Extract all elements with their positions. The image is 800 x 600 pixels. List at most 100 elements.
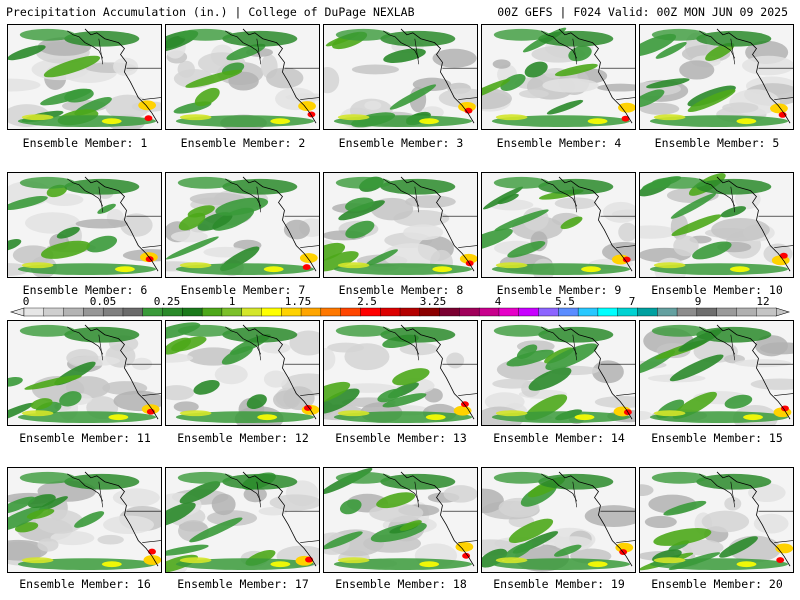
state-border (572, 38, 578, 65)
colorbar-swatch (399, 307, 421, 317)
moderate-precip-area (419, 118, 439, 125)
run-info: 00Z GEFS | F024 Valid: 00Z MON JUN 09 20… (497, 5, 788, 19)
light-precip-area (618, 222, 635, 242)
ensemble-member-label: Ensemble Member: 5 (638, 136, 796, 150)
member-prefix: Ensemble Member: (180, 283, 299, 297)
moderate-precip-area (263, 266, 284, 273)
colorbar-swatch (142, 307, 164, 317)
ensemble-member-label: Ensemble Member: 7 (164, 283, 322, 297)
alaska-coastline (67, 473, 104, 502)
moderate-precip-area (743, 414, 763, 421)
ensemble-member-panel (639, 172, 794, 278)
ensemble-member-panel (323, 320, 478, 426)
light-precip-area (584, 505, 635, 527)
heavy-precip-area (618, 102, 635, 113)
member-prefix: Ensemble Member: (335, 577, 453, 591)
rain-band (24, 375, 82, 390)
rain-band (651, 471, 708, 484)
moderate-precip-area (337, 557, 370, 564)
light-precip-area (492, 59, 511, 69)
alaska-coastline (541, 326, 578, 355)
coastline (242, 471, 317, 567)
coastline (84, 176, 159, 272)
member-prefix: Ensemble Member: (177, 577, 295, 591)
country-border (616, 97, 635, 100)
state-border (730, 481, 736, 508)
colorbar-swatch (162, 307, 183, 317)
rain-band (500, 74, 526, 91)
light-precip-area (369, 503, 424, 523)
light-precip-area (112, 488, 160, 507)
colorbar-min-arrow (10, 307, 25, 317)
coastline (84, 324, 159, 420)
ensemble-member-panel (7, 320, 162, 426)
colorbar-swatch (518, 307, 540, 317)
member-number: 3 (456, 136, 464, 150)
moderate-precip-area (419, 561, 440, 568)
rain-band (696, 30, 772, 47)
rain-band (222, 178, 298, 195)
ensemble-member-label: Ensemble Member: 9 (480, 283, 638, 297)
ensemble-member-label: Ensemble Member: 17 (164, 577, 322, 591)
rain-band (8, 402, 34, 423)
member-number: 17 (294, 577, 309, 591)
moderate-precip-area (736, 561, 757, 568)
rain-band (554, 63, 598, 77)
rain-band (724, 394, 753, 409)
moderate-precip-area (101, 118, 122, 125)
colorbar-tick-label: 3.25 (420, 296, 447, 308)
country-border (300, 540, 319, 543)
heavy-precip-core (779, 252, 788, 259)
alaska-coastline (541, 178, 578, 207)
rain-band (640, 89, 665, 108)
light-precip-area (446, 352, 465, 369)
light-precip-area (644, 515, 677, 529)
coastline (716, 176, 791, 272)
light-precip-area (724, 496, 742, 511)
state-border (256, 481, 262, 508)
colorbar-swatch (23, 307, 45, 317)
moderate-precip-area (736, 118, 757, 125)
colorbar-tick-label: 1.75 (285, 296, 312, 308)
moderate-precip-area (581, 266, 601, 273)
member-number: 4 (614, 136, 622, 150)
heavy-precip-core (462, 552, 471, 559)
colorbar-swatch (459, 307, 480, 317)
light-precip-area (542, 78, 599, 93)
ensemble-member-panel (165, 467, 320, 573)
rain-band (177, 176, 234, 189)
country-border (774, 540, 793, 543)
light-precip-area (37, 538, 59, 552)
colorbar-swatch (558, 307, 579, 317)
moderate-precip-area (574, 414, 595, 421)
state-border (572, 186, 578, 213)
heavy-precip-core (302, 264, 311, 271)
rain-band (646, 78, 690, 89)
rain-band (545, 343, 598, 371)
state-border (414, 334, 420, 361)
rain-band (335, 471, 392, 484)
coastline (558, 28, 633, 124)
colorbar-tick-label: 0.05 (90, 296, 117, 308)
colorbar-swatch (201, 307, 223, 317)
heavy-precip-area (615, 542, 634, 553)
rain-band (19, 28, 76, 41)
colorbar-tick-label: 1 (229, 296, 236, 308)
rain-band (38, 496, 68, 512)
light-precip-area (482, 87, 512, 110)
heavy-precip-area (455, 541, 474, 552)
rain-band (64, 473, 140, 490)
colorbar-swatch (617, 307, 638, 317)
ensemble-member-panel (639, 467, 794, 573)
member-prefix: Ensemble Member: (338, 136, 457, 150)
alaska-coastline (383, 326, 420, 355)
ensemble-member-label: Ensemble Member: 20 (638, 577, 796, 591)
state-border (98, 186, 104, 213)
rain-band (324, 381, 351, 406)
country-border (774, 97, 793, 100)
light-precip-area (640, 225, 678, 239)
rain-band (524, 61, 548, 78)
rain-band (324, 251, 359, 272)
moderate-precip-area (179, 262, 212, 269)
moderate-precip-area (653, 114, 686, 121)
